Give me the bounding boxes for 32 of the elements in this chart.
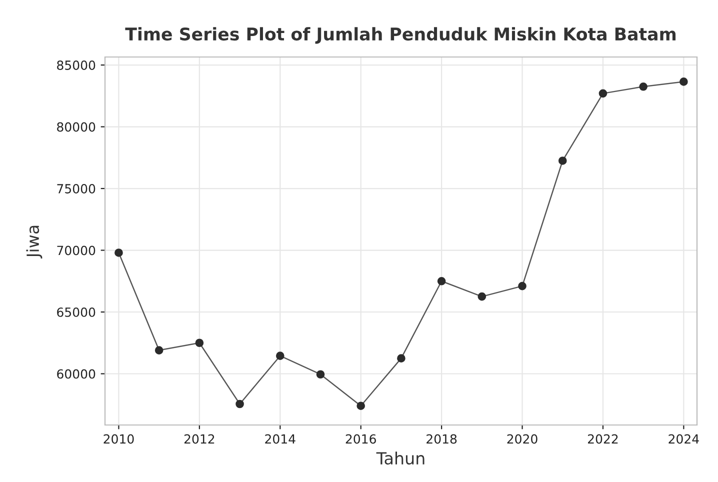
chart-title: Time Series Plot of Jumlah Penduduk Miskin Kota Batam: [125, 27, 676, 44]
y-tick-label: 85000: [57, 60, 96, 70]
y-tick-label: 75000: [57, 184, 96, 194]
point: [518, 282, 526, 290]
point: [478, 292, 486, 301]
point: [195, 338, 204, 348]
point: [154, 346, 164, 354]
x-tick-label: 2010: [104, 434, 134, 444]
y-tick-label: 60000: [57, 369, 96, 379]
x-axis-title: Tahun: [376, 452, 424, 465]
x-tick-label: 2016: [346, 434, 376, 444]
point: [680, 78, 688, 86]
x-tick-label: 2024: [668, 434, 699, 444]
point: [437, 276, 446, 286]
point: [598, 89, 608, 98]
y-axis-title: Jiwa: [26, 226, 42, 259]
x-tick-label: 2020: [507, 434, 538, 444]
point: [114, 248, 123, 257]
point: [397, 354, 406, 362]
point: [639, 82, 648, 91]
point: [276, 352, 284, 360]
point: [236, 400, 244, 408]
x-tick-label: 2018: [426, 434, 457, 444]
point: [316, 370, 325, 379]
x-tick-label: 2022: [588, 434, 618, 444]
point: [558, 156, 567, 165]
y-tick-label: 80000: [57, 122, 96, 132]
point: [356, 402, 366, 410]
y-tick-label: 65000: [57, 307, 96, 317]
x-tick-label: 2012: [184, 434, 214, 444]
x-tick-label: 2014: [265, 434, 296, 444]
y-tick-label: 70000: [57, 246, 96, 256]
